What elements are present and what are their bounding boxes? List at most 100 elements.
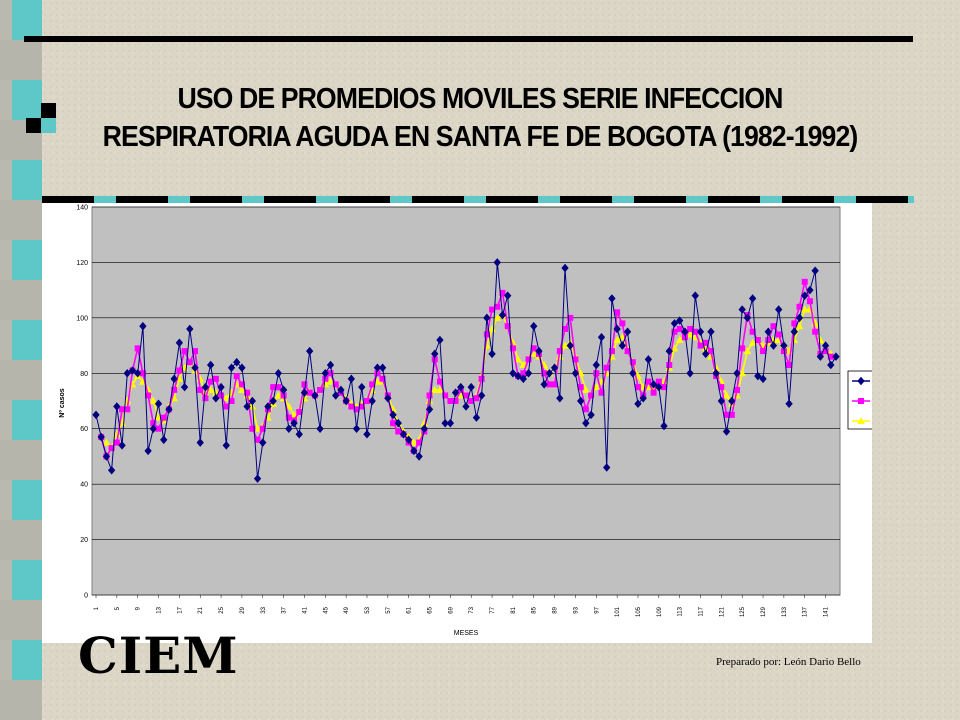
data-point-serie1: [373, 363, 382, 373]
data-point-serie1: [639, 393, 647, 403]
data-point-serie3: [701, 344, 710, 352]
data-point-serie1: [504, 291, 512, 300]
data-point-serie2: [327, 370, 334, 377]
data-point-serie1: [764, 327, 772, 336]
x-tick-label: 101: [615, 606, 621, 617]
data-point-serie1: [801, 291, 809, 300]
data-point-serie1: [128, 366, 137, 375]
y-tick-label: 80: [80, 371, 88, 378]
data-point-serie2: [489, 306, 496, 313]
data-point-serie2: [504, 323, 511, 330]
data-point-serie3: [592, 383, 601, 391]
data-point-serie2: [520, 370, 527, 377]
data-point-serie2: [728, 411, 735, 418]
data-point-serie2: [181, 348, 188, 355]
data-point-serie2: [150, 420, 157, 427]
data-point-serie1: [530, 321, 538, 331]
data-point-serie2: [395, 428, 402, 435]
data-point-serie1: [441, 418, 449, 428]
brand-logo: CIEM: [78, 626, 239, 685]
data-point-serie2: [186, 359, 193, 366]
data-point-serie3: [743, 347, 752, 355]
data-point-serie1: [290, 418, 298, 428]
data-point-serie1: [665, 346, 673, 356]
data-point-serie2: [431, 356, 438, 363]
data-point-serie2: [363, 398, 370, 404]
data-point-serie2: [218, 392, 225, 399]
strip-block: [12, 160, 42, 200]
data-point-serie2: [801, 278, 808, 285]
data-point-serie1: [212, 393, 220, 403]
data-point-serie1: [186, 324, 194, 334]
data-point-serie2: [593, 370, 600, 377]
x-tick-label: 109: [657, 606, 663, 617]
data-point-serie1: [316, 424, 324, 433]
data-point-serie1: [295, 429, 303, 439]
data-point-serie1: [102, 452, 111, 461]
data-point-serie1: [321, 369, 329, 378]
legend: Serie1Serie2Serie3: [847, 370, 872, 430]
data-point-serie1: [524, 369, 533, 378]
data-point-serie1: [827, 360, 835, 370]
data-point-serie1: [821, 341, 830, 350]
data-point-serie1: [759, 374, 767, 384]
data-point-serie1: [550, 363, 559, 373]
data-point-serie2: [197, 386, 204, 393]
data-point-serie1: [113, 402, 121, 411]
strip-block: [12, 0, 42, 40]
data-point-serie1: [566, 341, 574, 350]
data-point-serie2: [546, 381, 553, 388]
data-point-serie2: [739, 345, 746, 352]
data-point-serie1: [743, 313, 752, 323]
data-point-serie3: [748, 338, 757, 346]
data-point-serie1: [410, 446, 418, 456]
data-point-serie2: [796, 303, 803, 310]
data-point-serie2: [280, 392, 287, 399]
data-point-serie2: [160, 414, 167, 421]
data-point-serie2: [770, 323, 777, 330]
data-point-serie1: [806, 285, 814, 295]
data-point-serie1: [738, 305, 746, 314]
data-point-serie1: [415, 452, 423, 461]
data-point-serie2: [483, 331, 490, 338]
x-tick-label: 17: [177, 606, 183, 613]
data-point-serie1: [118, 441, 126, 450]
data-point-serie1: [477, 391, 486, 400]
data-point-serie2: [650, 389, 657, 396]
data-point-serie1: [795, 313, 804, 323]
data-point-serie1: [107, 466, 116, 475]
data-point-serie1: [311, 391, 319, 400]
data-point-serie2: [322, 375, 329, 382]
data-point-serie2: [244, 389, 251, 396]
data-point-serie1: [780, 341, 788, 350]
data-point-serie3: [529, 349, 538, 357]
data-point-serie2: [426, 392, 433, 399]
data-point-serie1: [139, 321, 147, 331]
data-point-serie2: [119, 406, 126, 413]
x-tick-label: 69: [448, 606, 454, 613]
data-point-serie1: [134, 369, 142, 378]
data-point-serie2: [108, 445, 115, 452]
legend-marker-serie2: [858, 398, 864, 404]
data-point-serie3: [430, 385, 439, 393]
data-point-serie2: [697, 342, 704, 349]
x-tick-label: 33: [261, 606, 267, 613]
strip-block: [12, 320, 42, 360]
data-point-serie2: [608, 348, 615, 355]
data-point-serie2: [478, 375, 485, 382]
x-tick-label: 45: [323, 606, 329, 613]
x-tick-label: 49: [344, 606, 350, 613]
title-divider: [42, 196, 914, 203]
data-point-serie2: [447, 398, 454, 404]
x-tick-label: 121: [719, 606, 725, 617]
series-layer: [92, 258, 840, 483]
data-point-serie2: [525, 356, 532, 363]
data-point-serie3: [722, 391, 731, 399]
data-point-serie1: [618, 341, 626, 350]
data-point-serie1: [816, 352, 825, 361]
strip-block: [12, 640, 42, 680]
data-point-serie1: [608, 294, 616, 303]
data-point-serie1: [691, 291, 699, 300]
data-point-serie2: [463, 392, 469, 399]
data-point-serie2: [676, 325, 683, 332]
